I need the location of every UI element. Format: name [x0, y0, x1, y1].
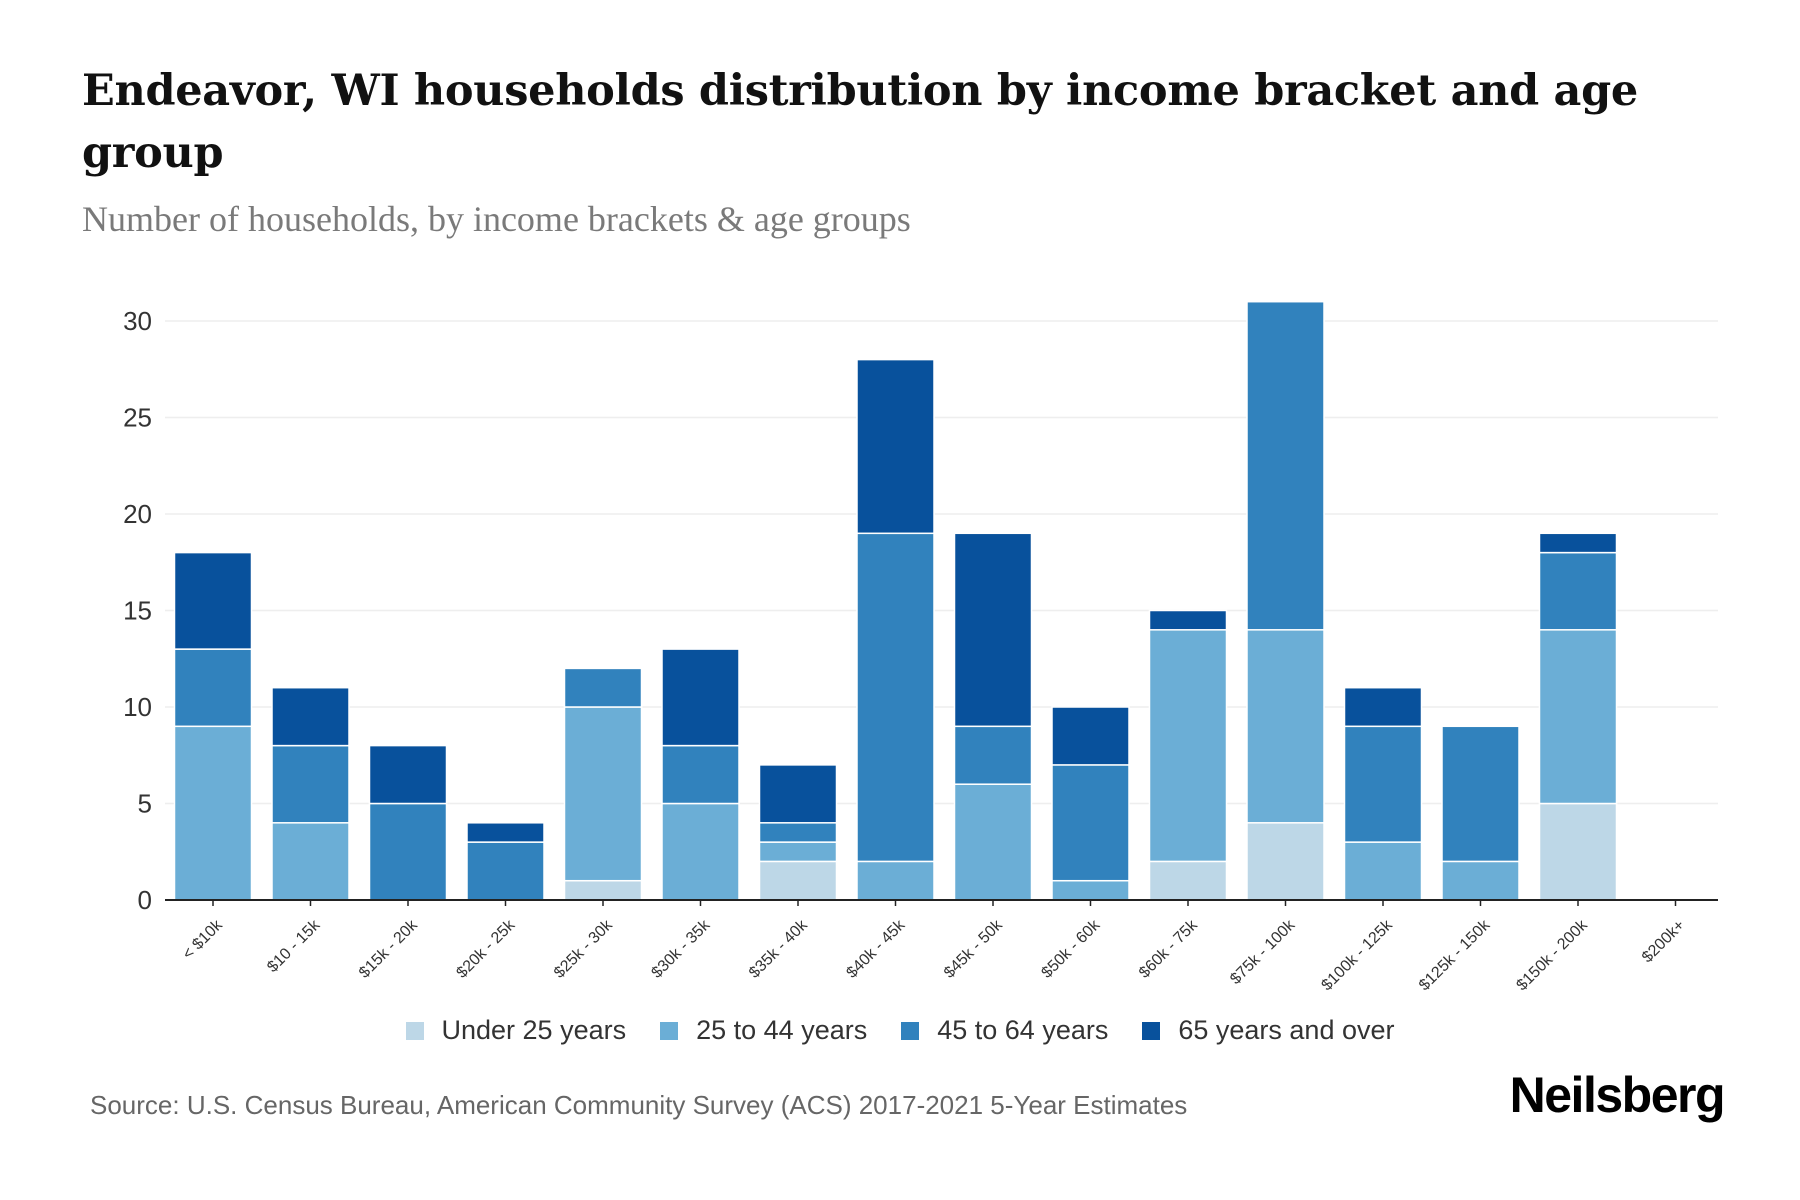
bar-segment[interactable]: [661, 744, 740, 805]
bar-segment[interactable]: [1538, 532, 1618, 554]
bar-segment[interactable]: [368, 802, 448, 901]
bar-segment[interactable]: [758, 822, 838, 843]
bar-segment[interactable]: [1148, 629, 1228, 863]
bar-segment[interactable]: [758, 764, 838, 824]
bar-segment[interactable]: [1246, 300, 1325, 631]
legend-swatch-icon: [405, 1021, 424, 1040]
source-note: Source: U.S. Census Bureau, American Com…: [90, 1090, 1188, 1120]
y-tick-label: 15: [123, 596, 152, 626]
x-tick-label: $75k - 100k: [1227, 916, 1299, 988]
x-tick-label: $60k - 75k: [1136, 916, 1202, 982]
bars: [173, 300, 1618, 901]
x-tick-label: < $10k: [180, 916, 227, 963]
bar-segment[interactable]: [1148, 609, 1228, 631]
bar-segment[interactable]: [563, 667, 643, 708]
bar-segment[interactable]: [173, 648, 253, 728]
x-tick-label: $125k - 150k: [1416, 916, 1494, 994]
x-tick-label: $45k - 50k: [941, 916, 1007, 982]
bar-segment[interactable]: [1441, 860, 1520, 901]
bar-segment[interactable]: [466, 841, 545, 901]
bar-segment[interactable]: [1051, 764, 1130, 882]
legend-label: 65 years and over: [1178, 1015, 1395, 1045]
x-tick-label: $35k - 40k: [746, 916, 812, 982]
bar-segment[interactable]: [661, 802, 740, 901]
legend-swatch-icon: [901, 1021, 920, 1040]
bar-segment[interactable]: [1538, 802, 1618, 901]
brand-logo: Neilsberg: [1509, 1067, 1726, 1123]
y-tick-label: 25: [123, 403, 152, 433]
x-tick-label: $25k - 30k: [551, 916, 617, 982]
legend-label: Under 25 years: [441, 1015, 627, 1045]
x-tick-label: $30k - 35k: [648, 916, 714, 982]
bar-segment[interactable]: [271, 744, 350, 824]
legend-swatch-icon: [660, 1021, 679, 1040]
bar-segment[interactable]: [953, 532, 1033, 728]
bar-segment[interactable]: [1051, 706, 1130, 766]
legend-label: 45 to 64 years: [937, 1015, 1109, 1045]
bar-segment[interactable]: [1441, 725, 1520, 863]
bar-segment[interactable]: [758, 860, 838, 901]
x-tick-label: $40k - 45k: [843, 916, 909, 982]
bar-segment[interactable]: [563, 706, 643, 882]
bar-segment[interactable]: [856, 358, 935, 535]
x-axis: < $10k $10 - 15k $15k - 20k $20k - 25k $25k …: [165, 899, 1718, 994]
y-tick-label: 10: [123, 692, 152, 722]
bar-segment[interactable]: [661, 648, 740, 747]
stacked-bar-chart: 0 5 10 15 20 25 30 < $10k $10 - 15k $15k - 20k $2…: [123, 300, 1718, 994]
bar-segment[interactable]: [1538, 551, 1618, 631]
chart-title: Endeavor, WI households distribution by …: [82, 66, 1638, 178]
bar-segment[interactable]: [368, 744, 448, 805]
bar-segment[interactable]: [1343, 725, 1423, 843]
bar-segment[interactable]: [1148, 860, 1228, 901]
bar-segment[interactable]: [953, 725, 1033, 785]
bar-segment[interactable]: [271, 686, 350, 747]
x-tick-label: $20k - 25k: [453, 916, 519, 982]
legend-label: 25 to 44 years: [696, 1015, 868, 1045]
y-tick-label: 0: [138, 885, 152, 915]
y-tick-label: 30: [123, 306, 152, 336]
bar-segment[interactable]: [1246, 629, 1325, 824]
legend: Under 25 years 25 to 44 years 45 to 64 y…: [0, 1015, 1800, 1046]
bar-segment[interactable]: [953, 783, 1033, 901]
x-tick-label: $200k+: [1639, 917, 1688, 966]
y-tick-label: 20: [123, 499, 152, 529]
bar-segment[interactable]: [173, 725, 253, 901]
bar-segment[interactable]: [1343, 686, 1423, 728]
x-tick-label: $50k - 60k: [1038, 916, 1104, 982]
x-tick-label: $10 - 15k: [264, 916, 324, 976]
bar-segment[interactable]: [1246, 822, 1325, 901]
x-tick-label: $15k - 20k: [356, 916, 422, 982]
y-tick-label: 5: [138, 789, 152, 819]
bar-segment[interactable]: [856, 532, 935, 863]
y-axis: 0 5 10 15 20 25 30: [123, 306, 152, 915]
legend-item-45-64[interactable]: 45 to 64 years: [901, 1015, 1108, 1046]
bar-segment[interactable]: [173, 551, 253, 650]
legend-item-25-44[interactable]: 25 to 44 years: [660, 1015, 867, 1046]
bar-segment[interactable]: [758, 841, 838, 863]
legend-item-65-over[interactable]: 65 years and over: [1142, 1015, 1395, 1046]
chart-subtitle: Number of households, by income brackets…: [82, 199, 911, 239]
bar-segment[interactable]: [856, 860, 935, 901]
x-tick-label: $100k - 125k: [1318, 916, 1396, 994]
legend-item-under-25[interactable]: Under 25 years: [405, 1015, 627, 1046]
bar-segment[interactable]: [1343, 841, 1423, 901]
bar-segment[interactable]: [1538, 629, 1618, 805]
legend-swatch-icon: [1142, 1021, 1161, 1040]
bar-segment[interactable]: [1051, 879, 1130, 901]
x-tick-label: $150k - 200k: [1513, 916, 1591, 994]
bar-segment[interactable]: [563, 879, 643, 901]
bar-segment[interactable]: [466, 822, 545, 843]
bar-segment[interactable]: [271, 822, 350, 901]
